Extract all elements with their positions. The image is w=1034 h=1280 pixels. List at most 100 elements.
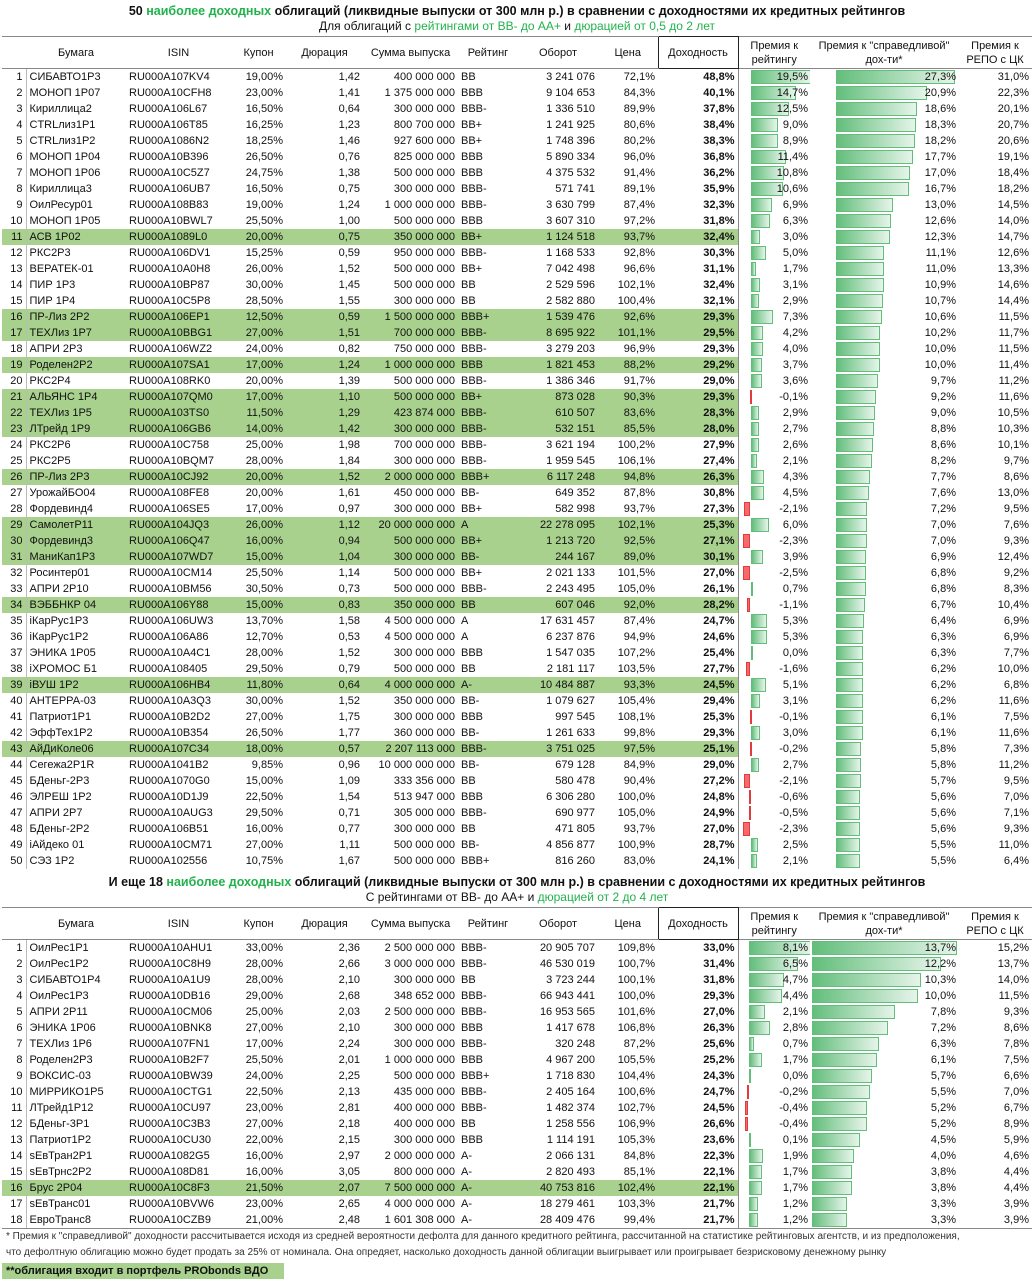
header-rating-premium[interactable]: Премия к рейтингу — [738, 36, 810, 69]
header-fair-yield-premium[interactable]: Премия к "справедливой" дох-ти* — [810, 36, 958, 69]
rating-premium: 10,8% — [738, 165, 810, 181]
header-bond-name[interactable]: Бумага — [26, 36, 126, 69]
header-fair-yield-premium[interactable]: Премия к "справедливой" дох-ти* — [810, 907, 958, 940]
header-price[interactable]: Цена — [598, 907, 658, 940]
isin: RU000A107C34 — [126, 741, 231, 757]
row-number: 6 — [16, 151, 23, 163]
header-bond-name[interactable]: Бумага — [26, 907, 126, 940]
fair-yield-premium-value: 27,3% — [924, 71, 956, 83]
duration: 1,42 — [286, 421, 363, 437]
coupon: 12,50% — [231, 309, 286, 325]
header-rating[interactable]: Рейтинг — [458, 907, 518, 940]
header-turnover[interactable]: Оборот — [518, 907, 598, 940]
duration: 2,15 — [338, 1134, 360, 1146]
table-row: 21 АЛЬЯНС 1Р4 RU000A107QM0 17,00% 1,10 500 00… — [2, 389, 1032, 405]
fair-yield-premium-value: 3,8% — [930, 1166, 956, 1178]
fair-yield-premium: 10,0% — [810, 357, 958, 373]
row-number: 14 — [10, 279, 23, 291]
header-rating[interactable]: Рейтинг — [458, 36, 518, 69]
header-duration[interactable]: Дюрация — [286, 907, 363, 940]
rating-premium-bar-negative — [745, 1101, 749, 1115]
fair-yield-premium: 7,6% — [810, 485, 958, 501]
rating-premium-value: 3,1% — [782, 695, 808, 707]
header-issue-size[interactable]: Сумма выпуска — [363, 907, 458, 940]
bond-name: МОНОП 1Р04 — [25, 149, 126, 165]
rating-premium: 5,1% — [738, 677, 810, 693]
rating-premium-bar — [748, 1133, 751, 1147]
duration: 1,24 — [286, 357, 363, 373]
table-row: 7 ТЕХЛиз 1Р6 RU000A107FN1 17,00% 2,24 300 000… — [2, 1036, 1032, 1052]
header-yield[interactable]: Доходность — [657, 907, 739, 940]
header-repo-premium[interactable]: Премия к РЕПО с ЦК — [958, 36, 1032, 69]
header-price[interactable]: Цена — [598, 36, 658, 69]
repo-premium: 11,5% — [998, 311, 1029, 323]
rating-premium-value: 0,1% — [782, 1134, 808, 1146]
isin: RU000A106HB4 — [126, 677, 231, 693]
coupon: 16,00% — [245, 823, 283, 835]
fair-yield-premium: 6,2% — [810, 693, 958, 709]
bond-name: АЛЬЯНС 1Р4 — [25, 389, 126, 405]
yield: 30,3% — [658, 245, 739, 261]
fair-premium-bar — [836, 406, 876, 420]
header-row-number[interactable] — [2, 36, 26, 69]
duration: 0,57 — [286, 741, 363, 757]
bond-name: ПИР 1Р3 — [25, 277, 126, 293]
fair-yield-premium-value: 12,2% — [924, 958, 956, 970]
rating-premium: 1,2% — [738, 1212, 810, 1228]
header-repo-premium[interactable]: Премия к РЕПО с ЦК — [958, 907, 1032, 940]
bond-name: ЛТрейд1Р12 — [25, 1100, 126, 1116]
fair-premium-bar — [836, 470, 870, 484]
duration: 2,13 — [338, 1086, 360, 1098]
repo-premium: 11,2% — [998, 759, 1029, 771]
row-number: 42 — [10, 727, 23, 739]
header-issue-size[interactable]: Сумма выпуска — [363, 36, 458, 69]
header-coupon[interactable]: Купон — [231, 36, 286, 69]
yield: 21,7% — [658, 1212, 739, 1228]
rating-premium-bar-negative — [742, 566, 751, 580]
fair-premium-bar — [836, 262, 884, 276]
fair-premium-bar — [812, 1197, 847, 1211]
row-number: 12 — [10, 1118, 23, 1130]
rating-premium-bar-negative — [744, 502, 751, 516]
price: 99,4% — [623, 1214, 655, 1226]
price: 104,4% — [617, 1070, 655, 1082]
turnover: 6 117 248 — [518, 469, 598, 485]
fair-yield-premium-value: 6,1% — [930, 711, 956, 723]
header-isin[interactable]: ISIN — [126, 907, 231, 940]
row-number: 36 — [10, 631, 23, 643]
fair-yield-premium-value: 3,8% — [930, 1182, 956, 1194]
table-row: 9 ОилРесур01 RU000A108B83 19,00% 1,24 1 000 0… — [2, 197, 1032, 213]
repo-premium: 14,0% — [997, 215, 1029, 227]
yield: 28,3% — [658, 405, 739, 421]
rating-premium-bar — [750, 182, 784, 196]
rating-premium: 4,7% — [738, 972, 810, 988]
table-row: 12 БДеньг-3Р1 RU000A10C3B3 27,00% 2,18 400 00… — [2, 1116, 1032, 1132]
fair-premium-bar — [836, 742, 862, 756]
header-isin[interactable]: ISIN — [126, 36, 231, 69]
fair-premium-bar — [836, 566, 866, 580]
duration: 1,98 — [338, 439, 360, 451]
header-row: Бумага ISIN Купон Дюрация Сумма выпуска Рейти… — [2, 907, 1032, 940]
yield: 27,3% — [658, 501, 739, 517]
fair-yield-premium-value: 6,9% — [930, 551, 956, 563]
bond-name: МОНОП 1Р07 — [25, 85, 126, 101]
header-yield[interactable]: Доходность — [657, 36, 739, 69]
yield: 27,7% — [658, 661, 739, 677]
rating-premium-bar — [750, 214, 770, 228]
isin: RU000A1082G5 — [129, 1150, 210, 1162]
fair-yield-premium: 6,1% — [810, 1052, 958, 1068]
header-coupon[interactable]: Купон — [231, 907, 286, 940]
header-row-number[interactable] — [2, 907, 26, 940]
table-row: 38 iХРОМОС Б1 RU000A108405 29,50% 0,79 500 00… — [2, 661, 1032, 677]
bond-name: АПРИ 2Р7 — [25, 805, 126, 821]
coupon: 20,00% — [231, 469, 286, 485]
rating-premium: 4,2% — [738, 325, 810, 341]
header-duration[interactable]: Дюрация — [286, 36, 363, 69]
fair-yield-premium: 6,3% — [810, 645, 958, 661]
header-rating-premium[interactable]: Премия к рейтингу — [738, 907, 810, 940]
turnover: 2 582 880 — [546, 295, 595, 307]
header-turnover[interactable]: Оборот — [518, 36, 598, 69]
fair-premium-bar — [812, 1149, 855, 1163]
issue-size: 2 207 113 000 — [363, 741, 458, 757]
price: 83,0% — [623, 855, 655, 867]
